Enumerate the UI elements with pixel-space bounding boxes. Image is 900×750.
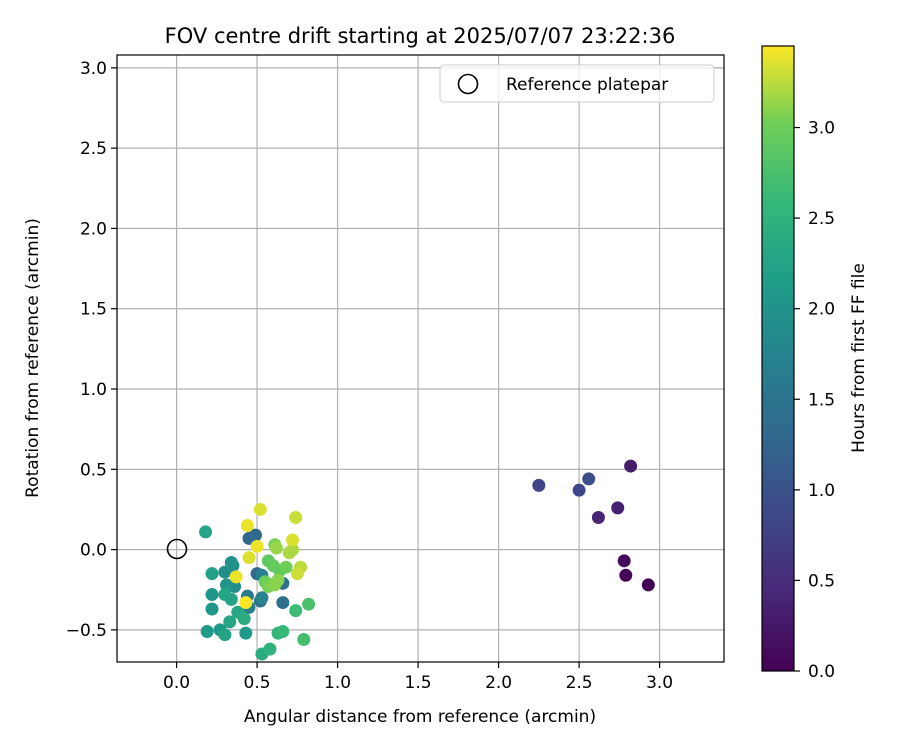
scatter-point (250, 539, 264, 553)
colorbar-tick-label: 2.5 (808, 209, 835, 229)
y-tick-label: 2.5 (80, 139, 107, 159)
scatter-point (205, 588, 219, 602)
scatter-point (302, 597, 316, 611)
scatter-point (591, 510, 605, 524)
x-tick-label: 0.0 (163, 673, 190, 693)
x-tick-label: 2.5 (566, 673, 593, 693)
scatter-point (271, 573, 285, 587)
scatter-point (199, 525, 213, 539)
scatter-point (611, 501, 625, 515)
x-tick-label: 1.0 (324, 673, 351, 693)
y-tick-label: 0.5 (80, 460, 107, 480)
y-axis-ticks: −0.5 0.0 0.5 1.0 1.5 2.0 2.5 3.0 (66, 59, 117, 641)
scatter-point (279, 560, 293, 574)
scatter-point (285, 533, 299, 547)
scatter-point (582, 472, 596, 486)
legend-entry-reference-platepar: Reference platepar (506, 75, 668, 95)
colorbar-tick-label: 1.0 (808, 481, 835, 501)
scatter-point (572, 483, 586, 497)
y-tick-label: 3.0 (80, 59, 107, 79)
scatter-point (263, 642, 277, 656)
x-axis-ticks: 0.0 0.5 1.0 1.5 2.0 2.5 3.0 (163, 662, 673, 693)
scatter-point (624, 459, 638, 473)
legend-marker-icon (457, 73, 479, 95)
scatter-point (240, 519, 254, 533)
scatter-point (532, 478, 546, 492)
scatter-point (290, 567, 304, 581)
scatter-point (253, 502, 267, 516)
scatter-point (269, 541, 283, 555)
colorbar-tick-label: 0.5 (808, 571, 835, 591)
y-tick-label: 1.5 (80, 300, 107, 320)
x-tick-label: 2.0 (485, 673, 512, 693)
scatter-point (237, 612, 251, 626)
scatter-point (276, 596, 290, 610)
colorbar: 0.0 0.5 1.0 1.5 2.0 2.5 3.0 Hours from first F… (761, 45, 869, 682)
y-tick-label: −0.5 (66, 621, 107, 641)
y-tick-label: 1.0 (80, 380, 107, 400)
plot-area-frame (116, 54, 725, 663)
colorbar-ticks: 0.0 0.5 1.0 1.5 2.0 2.5 3.0 (794, 119, 835, 682)
scatter-point (641, 578, 655, 592)
scatter-point (218, 628, 232, 642)
scatter-point (239, 626, 253, 640)
gridlines (117, 55, 724, 662)
scatter-point (276, 624, 290, 638)
scatter-point (200, 624, 214, 638)
scatter-point (619, 568, 633, 582)
scatter-point (242, 551, 256, 565)
y-tick-label: 0.0 (80, 541, 107, 561)
colorbar-label: Hours from first FF file (849, 263, 869, 453)
reference-platepar-marker (166, 538, 188, 560)
y-tick-label: 2.0 (80, 219, 107, 239)
scatter-point (229, 570, 243, 584)
chart-title: FOV centre drift starting at 2025/07/07 … (165, 24, 676, 48)
x-axis-label: Angular distance from reference (arcmin) (244, 707, 596, 727)
colorbar-tick-label: 3.0 (808, 119, 835, 139)
scatter-point (224, 555, 238, 569)
x-tick-label: 0.5 (244, 673, 271, 693)
colorbar-tick-label: 0.0 (808, 662, 835, 682)
scatter-point (248, 528, 262, 542)
data-points (199, 459, 655, 661)
scatter-point (289, 510, 303, 524)
colorbar-gradient (761, 45, 795, 672)
x-tick-label: 3.0 (646, 673, 673, 693)
legend-box (439, 64, 715, 103)
x-tick-label: 1.5 (405, 673, 432, 693)
colorbar-tick-label: 1.5 (808, 390, 835, 410)
y-axis-label: Rotation from reference (arcmin) (23, 218, 43, 498)
scatter-point (285, 543, 299, 557)
scatter-point (255, 591, 269, 605)
scatter-point (617, 554, 631, 568)
scatter-point (219, 578, 233, 592)
scatter-point (224, 592, 238, 606)
scatter-point (205, 602, 219, 616)
legend: Reference platepar (439, 64, 715, 103)
scatter-point (289, 604, 303, 618)
colorbar-tick-label: 2.0 (808, 300, 835, 320)
scatter-point (205, 567, 219, 581)
scatter-point (297, 633, 311, 647)
scatter-point (239, 596, 253, 610)
scatter-point (223, 615, 237, 629)
